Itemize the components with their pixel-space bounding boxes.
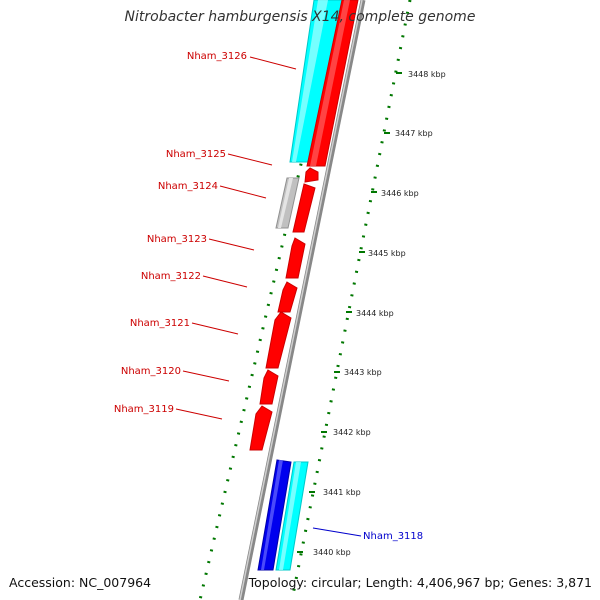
gene-label[interactable]: Nham_3118 (363, 531, 423, 542)
leader-3122 (202, 275, 248, 288)
gene-nham-3121[interactable] (265, 311, 292, 369)
gene-label[interactable]: Nham_3125 (166, 149, 226, 160)
gene-red-top-highlight (310, 0, 350, 166)
kbp-label: 3446 kbp (381, 189, 419, 198)
leader-3121 (191, 322, 239, 335)
gene-nham-3122[interactable] (277, 281, 298, 313)
kbp-label: 3447 kbp (395, 129, 433, 138)
backbone (238, 0, 366, 600)
gene-label[interactable]: Nham_3126 (187, 51, 247, 62)
gene-label[interactable]: Nham_3122 (141, 271, 201, 282)
kbp-major-ticks (297, 72, 402, 553)
kbp-label: 3445 kbp (368, 249, 406, 258)
backbone-shine (239, 0, 363, 600)
leader-3124 (219, 185, 267, 199)
gene-label[interactable]: Nham_3121 (130, 318, 190, 329)
gene-nham-3126-highlight (292, 0, 328, 162)
kbp-label: 3444 kbp (356, 309, 394, 318)
gene-label[interactable]: Nham_3124 (158, 181, 218, 192)
leader-3118 (312, 527, 362, 537)
gene-nham-3119[interactable] (249, 405, 273, 451)
kbp-label: 3443 kbp (344, 368, 382, 377)
gene-nham-3124-highlight (278, 178, 293, 228)
gene-nham-3125[interactable] (304, 167, 319, 183)
leader-3125 (227, 153, 273, 166)
leader-3126 (249, 56, 297, 70)
kbp-label: 3442 kbp (333, 428, 371, 437)
kbp-label: 3448 kbp (408, 70, 446, 79)
gene-red-after-grey[interactable] (292, 183, 316, 233)
gene-nham-3120[interactable] (259, 369, 279, 405)
gene-label[interactable]: Nham_3123 (147, 234, 207, 245)
gene-blue-bottom-highlight (261, 460, 283, 570)
leader-3123 (208, 238, 255, 251)
leader-3120 (182, 370, 230, 382)
kbp-label: 3441 kbp (323, 488, 361, 497)
kbp-label: 3440 kbp (313, 548, 351, 557)
map-title: Nitrobacter hamburgensis X14, complete g… (124, 9, 476, 25)
gene-nham-3118-highlight (279, 462, 301, 570)
gene-nham-3123[interactable] (285, 237, 306, 279)
genome-summary: Topology: circular; Length: 4,406,967 bp… (248, 575, 592, 590)
accession-label: Accession: NC_007964 (9, 575, 152, 590)
leader-3119 (175, 408, 223, 420)
gene-label[interactable]: Nham_3119 (114, 404, 174, 415)
gene-label[interactable]: Nham_3120 (121, 366, 181, 377)
